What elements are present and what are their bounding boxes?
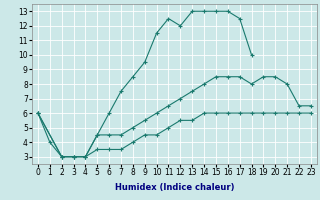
X-axis label: Humidex (Indice chaleur): Humidex (Indice chaleur) bbox=[115, 183, 234, 192]
